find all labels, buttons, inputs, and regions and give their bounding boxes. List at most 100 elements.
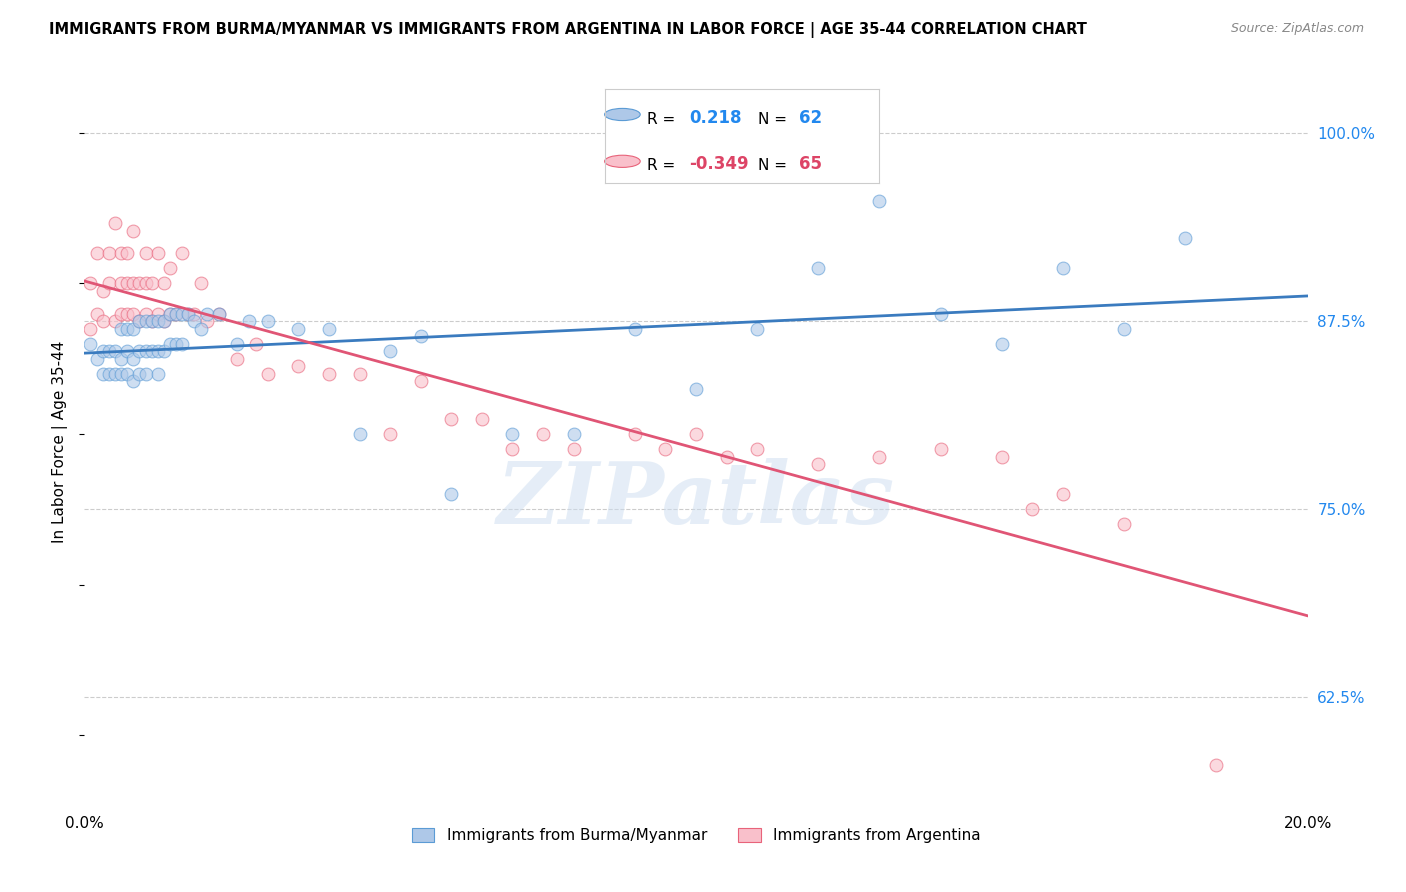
Point: [380, 427, 402, 442]
Circle shape: [605, 155, 640, 168]
Point: [110, 307, 132, 321]
Point: [165, 336, 187, 351]
Point: [440, 412, 463, 426]
Point: [991, 336, 1014, 351]
Text: N =: N =: [758, 159, 787, 173]
Point: [716, 450, 738, 464]
Point: [929, 442, 952, 456]
Point: [562, 427, 585, 442]
Legend: Immigrants from Burma/Myanmar, Immigrants from Argentina: Immigrants from Burma/Myanmar, Immigrant…: [405, 822, 987, 849]
Point: [115, 321, 138, 335]
Point: [104, 367, 127, 381]
Point: [287, 359, 309, 374]
Point: [318, 321, 340, 335]
Point: [562, 442, 585, 456]
Point: [91, 284, 114, 298]
Point: [869, 194, 891, 208]
Point: [146, 314, 169, 328]
Point: [685, 427, 707, 442]
Point: [409, 329, 432, 343]
Point: [135, 277, 157, 291]
Point: [110, 246, 132, 260]
Point: [245, 336, 267, 351]
Point: [1052, 261, 1074, 276]
Y-axis label: In Labor Force | Age 35-44: In Labor Force | Age 35-44: [52, 341, 69, 542]
Point: [1114, 517, 1136, 532]
Point: [177, 307, 200, 321]
Point: [502, 442, 524, 456]
Point: [257, 367, 280, 381]
Point: [159, 261, 181, 276]
Point: [128, 367, 150, 381]
Point: [146, 344, 169, 359]
Point: [190, 277, 212, 291]
Point: [257, 314, 280, 328]
Point: [122, 224, 145, 238]
Point: [747, 321, 769, 335]
Point: [195, 314, 218, 328]
Point: [104, 314, 127, 328]
Point: [238, 314, 260, 328]
Point: [190, 321, 212, 335]
Point: [380, 344, 402, 359]
Point: [122, 375, 145, 389]
Point: [122, 277, 145, 291]
Point: [869, 450, 891, 464]
Point: [747, 442, 769, 456]
Point: [122, 307, 145, 321]
Point: [183, 307, 205, 321]
Text: 0.218: 0.218: [689, 109, 742, 127]
Point: [165, 307, 187, 321]
Text: N =: N =: [758, 112, 787, 127]
Point: [110, 321, 132, 335]
Point: [115, 307, 138, 321]
Text: -0.349: -0.349: [689, 155, 749, 173]
Point: [91, 367, 114, 381]
Point: [172, 246, 194, 260]
Point: [349, 367, 371, 381]
Text: 65: 65: [799, 155, 823, 173]
Point: [146, 246, 169, 260]
Point: [91, 314, 114, 328]
Point: [1205, 758, 1227, 772]
Point: [624, 321, 647, 335]
Point: [153, 314, 176, 328]
Point: [159, 307, 181, 321]
Point: [1114, 321, 1136, 335]
Point: [135, 246, 157, 260]
Point: [409, 375, 432, 389]
Point: [97, 246, 120, 260]
Point: [531, 427, 554, 442]
Point: [115, 246, 138, 260]
Point: [208, 307, 231, 321]
Point: [172, 307, 194, 321]
Point: [153, 314, 176, 328]
Point: [86, 246, 108, 260]
Point: [141, 344, 163, 359]
Point: [159, 336, 181, 351]
Point: [104, 216, 127, 230]
Point: [122, 321, 145, 335]
Point: [79, 277, 101, 291]
Point: [79, 321, 101, 335]
Point: [502, 427, 524, 442]
Point: [318, 367, 340, 381]
Text: Source: ZipAtlas.com: Source: ZipAtlas.com: [1230, 22, 1364, 36]
Point: [115, 344, 138, 359]
Point: [110, 367, 132, 381]
Point: [991, 450, 1014, 464]
Point: [226, 351, 249, 366]
Point: [1174, 231, 1197, 245]
Point: [122, 351, 145, 366]
Point: [172, 336, 194, 351]
Point: [97, 367, 120, 381]
Point: [86, 351, 108, 366]
Point: [97, 277, 120, 291]
Point: [153, 277, 176, 291]
Point: [110, 351, 132, 366]
Point: [1021, 502, 1043, 516]
Circle shape: [605, 109, 640, 120]
Point: [110, 277, 132, 291]
Point: [929, 307, 952, 321]
Point: [226, 336, 249, 351]
